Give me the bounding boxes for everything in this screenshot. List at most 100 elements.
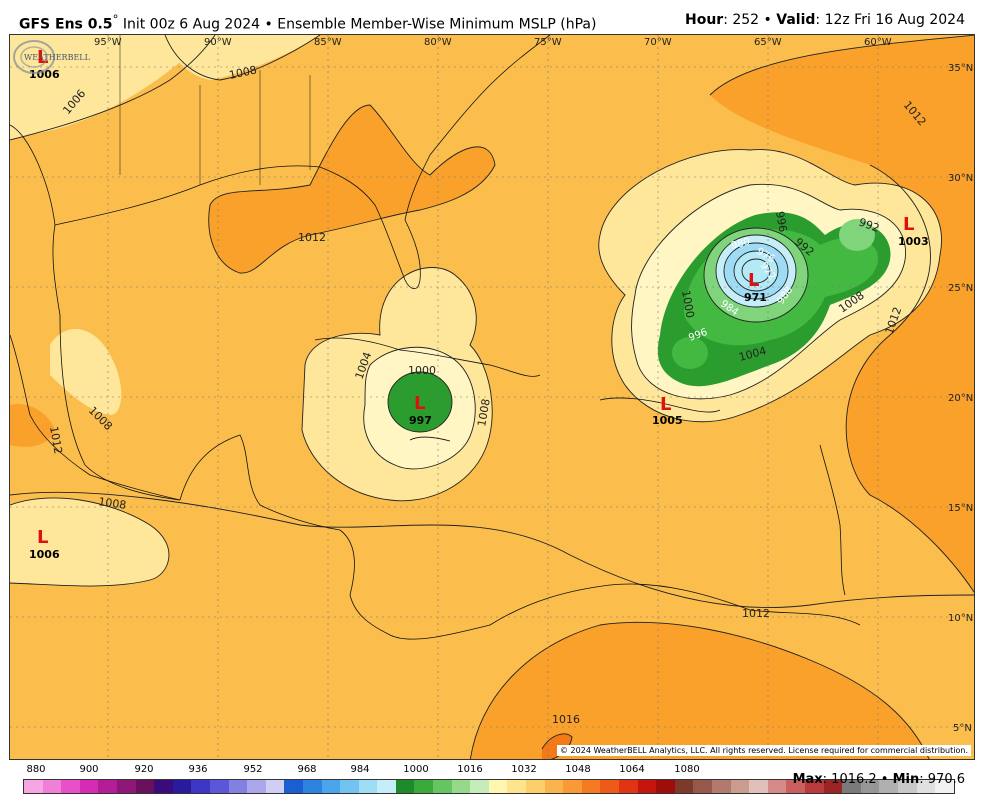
coast-us-gulf-atlantic [54,35,551,290]
legend-swatch [730,780,750,793]
legend-swatch [79,780,99,793]
contour-label: 1000 [679,289,697,319]
header-title: GFS Ens 0.5° Init 00z 6 Aug 2024 • Ensem… [19,12,596,33]
contour-label: 1000 [408,364,436,377]
legend-swatch [116,780,136,793]
pressure-stats: Max: 1016.2 • Min: 970.6 [793,772,965,787]
degree-symbol: ° [112,12,119,26]
low-marker[interactable]: L 997 [409,393,432,427]
map-canvas: 95°W 90°W 85°W 80°W 75°W 70°W 65°W 60°W … [10,35,974,759]
lon-label-70w: 70°W [644,37,672,48]
legend-swatch [284,780,303,793]
legend-tick: 1032 [511,764,537,775]
coast-central-south-america [179,434,861,640]
coast-jamaica [409,436,451,442]
legend-tick: 1000 [403,764,429,775]
isobars [10,35,974,759]
isobar-1008-nw [10,35,216,141]
coast-mexico-pacific [10,334,181,501]
legend-swatch [842,780,861,793]
isobar-1004-caribbean [363,346,476,470]
legend-tick: 880 [26,764,46,775]
lat-label-15n: 15°N [948,503,973,514]
low-marker-letter: L [660,394,671,415]
contour-label: 980 [730,236,751,252]
low-marker-letter: L [37,527,48,548]
low-marker-value: 1005 [652,414,683,427]
legend-swatch [897,780,917,793]
low-marker[interactable]: L 1005 [652,394,683,427]
low-band-988-992-east [839,219,875,251]
high-band-south-america [470,622,930,759]
legend-tick: 936 [188,764,208,775]
low-marker-value: 1006 [29,548,60,561]
isobar-972 [741,258,771,284]
low-band-972-976 [734,251,778,291]
legend-swatch [693,780,712,793]
legend-swatch [98,780,117,793]
legend-swatch [358,780,378,793]
isobar-1008-atlantic [598,149,942,423]
high-band-pacific [10,404,55,447]
low-marker[interactable]: L 1006 [29,527,60,561]
lon-label-75w: 75°W [534,37,562,48]
legend-tick: 984 [350,764,370,775]
valid-label: Valid [776,12,816,28]
legend-tick: 920 [134,764,154,775]
legend-swatch [135,780,155,793]
hour-label: Hour [684,12,724,28]
coast-cuba [314,337,541,377]
legend-swatch [395,780,415,793]
contour-label: 996 [773,210,789,233]
pressure-legend: 880 900 920 936 952 968 984 1000 1016 10… [20,764,955,798]
legend-tick: 1016 [457,764,483,775]
legend-color-bar [23,779,955,794]
legend-swatch [526,780,545,793]
legend-swatch [544,780,564,793]
legend-swatch [42,780,62,793]
hour-value: : 252 [723,12,760,28]
isobar-1004-atlantic [631,183,906,400]
legend-swatch [209,780,229,793]
model-name: GFS Ens 0.5 [19,16,113,33]
state-borders [119,35,311,185]
legend-swatch [749,780,768,793]
high-band-gulf [208,105,495,274]
low-marker[interactable]: L 1006 [29,47,60,81]
mslp-map[interactable]: 95°W 90°W 85°W 80°W 75°W 70°W 65°W 60°W … [9,34,975,760]
legend-tick: 1064 [619,764,645,775]
contour-label: 1012 [47,425,65,455]
legend-swatch [767,780,787,793]
legend-swatch [377,780,396,793]
legend-swatch [228,780,248,793]
coast-hispaniola [599,397,721,413]
low-marker[interactable]: L 971 [744,270,767,304]
lon-label-80w: 80°W [424,37,452,48]
lat-label-35n: 35°N [948,63,973,74]
legend-swatch [786,780,805,793]
product-name: Ensemble Member-Wise Minimum MSLP (hPa) [277,16,597,33]
legend-swatch [321,780,341,793]
isobar-1000-caribbean [387,371,453,433]
low-marker[interactable]: L 1003 [898,214,929,248]
contour-label: 1012 [742,607,770,620]
contour-label: 1012 [298,231,326,244]
title-separator: • [260,16,278,33]
max-value: : 1016.2 [822,772,877,787]
low-marker-value: 1003 [898,235,929,248]
isobar-980 [723,242,789,300]
legend-swatch [488,780,508,793]
isobar-1016 [541,733,573,759]
low-core-caribbean [388,372,452,432]
lon-label-60w: 60°W [864,37,892,48]
isobar-984 [715,234,797,308]
contour-label: 1008 [228,63,258,82]
isobar-1008-caribbean [301,267,493,502]
legend-swatch [581,780,601,793]
map-header: GFS Ens 0.5° Init 00z 6 Aug 2024 • Ensem… [0,0,984,34]
legend-swatch [172,780,192,793]
weatherbell-logo: WEATHERBELL [13,40,90,74]
legend-tick: 1048 [565,764,591,775]
legend-tick: 900 [79,764,99,775]
isobar-988 [703,227,809,323]
